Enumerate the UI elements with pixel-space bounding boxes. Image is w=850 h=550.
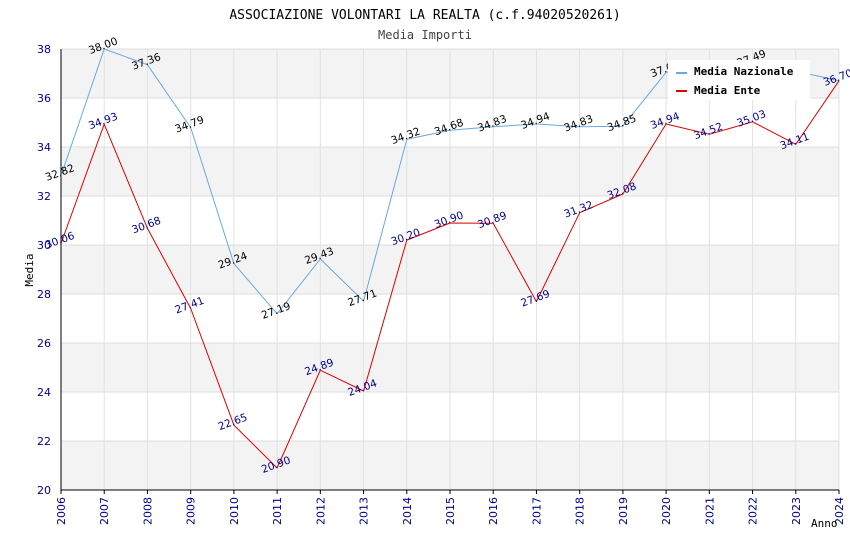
x-tick-label: 2006 [55, 497, 68, 525]
x-tick-label: 2020 [660, 497, 673, 525]
series-line-ente [60, 80, 840, 469]
y-tick-label: 24 [37, 386, 51, 399]
data-label-nazionale: 34.83 [476, 113, 508, 135]
x-tick-label: 2016 [487, 497, 500, 525]
y-tick-label: 28 [37, 288, 51, 301]
series-line-nazionale [60, 48, 840, 315]
gridlines [60, 48, 840, 491]
data-label-ente: 34.93 [87, 111, 119, 133]
x-tick-label: 2024 [833, 497, 846, 525]
x-tick-label: 2010 [228, 497, 241, 525]
x-tick-label: 2013 [358, 497, 371, 525]
data-label-ente: 27.41 [173, 295, 205, 317]
data-label-nazionale: 34.85 [606, 113, 638, 135]
x-tick-label: 2023 [790, 497, 803, 525]
x-tick-label: 2007 [98, 497, 111, 525]
x-tick-label: 2009 [185, 497, 198, 525]
y-tick-label: 32 [37, 190, 51, 203]
data-label-ente: 30.90 [433, 209, 465, 231]
x-tick-label: 2019 [617, 497, 630, 525]
legend-background [668, 60, 810, 100]
chart-subtitle: Media Importi [378, 28, 472, 42]
x-tick-label: 2017 [530, 497, 543, 525]
series-lines [60, 48, 840, 469]
y-tick-label: 34 [37, 141, 51, 154]
x-tick-label: 2012 [314, 497, 327, 525]
data-label-ente: 22.65 [217, 411, 249, 433]
chart-title: ASSOCIAZIONE VOLONTARI LA REALTA (c.f.94… [229, 8, 620, 23]
x-tick-label: 2018 [574, 497, 587, 525]
x-tick-label: 2008 [141, 497, 154, 525]
x-tick-labels: 2006 2007 2008 2009 2010 2011 2012 2013 2014 2015… [55, 497, 846, 525]
legend-entry-nazionale: Media Nazionale [694, 65, 794, 78]
x-tick-label: 2015 [444, 497, 457, 525]
y-tick-label: 26 [37, 337, 51, 350]
data-label-nazionale: 34.94 [519, 110, 552, 132]
y-tick-label: 22 [37, 435, 51, 448]
data-label-ente: 30.89 [476, 210, 508, 232]
x-tick-label: 2014 [401, 497, 414, 525]
data-label-ente: 34.94 [649, 110, 682, 132]
legend-entry-ente: Media Ente [694, 84, 761, 97]
data-label-ente: 30.68 [130, 215, 162, 237]
y-tick-label: 36 [37, 92, 51, 105]
data-label-nazionale: 27.19 [260, 300, 292, 322]
y-tick-label: 20 [37, 484, 51, 497]
data-label-ente: 31.32 [562, 199, 594, 221]
data-label-ente: 35.03 [735, 108, 767, 130]
data-label-ente: 34.52 [692, 121, 724, 143]
y-tick-labels: 20 22 24 26 28 30 32 34 36 38 [37, 43, 51, 497]
legend: Media Nazionale Media Ente [668, 60, 810, 100]
x-axis-label: Anno [811, 517, 838, 530]
x-tick-label: 2011 [271, 497, 284, 525]
y-tick-label: 38 [37, 43, 51, 56]
data-label-nazionale: 34.79 [173, 114, 205, 136]
x-tick-label: 2022 [747, 497, 760, 525]
axes [60, 49, 840, 494]
y-axis-label: Media [23, 253, 36, 286]
data-label-nazionale: 34.83 [562, 113, 594, 135]
x-tick-label: 2021 [703, 497, 716, 525]
data-label-nazionale: 34.68 [433, 117, 465, 139]
y-tick-label: 30 [37, 239, 51, 252]
